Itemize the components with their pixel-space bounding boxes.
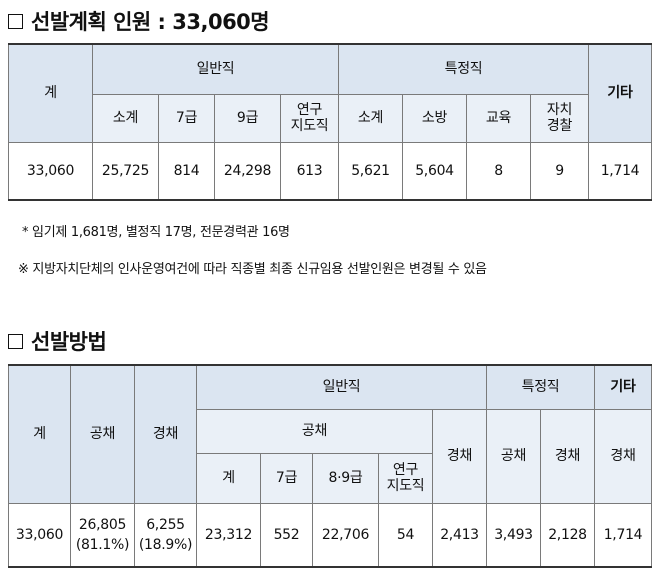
cell-open-percent: (81.1%) (75, 536, 130, 553)
header-police-line1: 자치 (546, 101, 573, 118)
note-temporary: * 임기제 1,681명, 별정직 17명, 전문경력관 16명 (22, 225, 290, 240)
header-total: 계 (8, 43, 93, 143)
plan-table: 계 일반직 특정직 기타 소계 7급 9급 연구 지도직 소계 소방 교육 자치… (8, 43, 652, 201)
header-special-career: 경채 (540, 408, 595, 504)
header-special-fire: 소방 (402, 93, 467, 143)
cell-other: 1,714 (588, 141, 652, 201)
header-career: 경채 (134, 364, 197, 504)
table-row: 33,060 25,725 814 24,298 613 5,621 5,604… (8, 141, 652, 201)
section-title-plan-text: 선발계획 인원 : 33,060명 (31, 10, 270, 34)
cell-career-value: 6,255 (146, 516, 185, 533)
table-row: 33,060 26,805 (81.1%) 6,255 (18.9%) 23,3… (8, 502, 652, 568)
cell-general-grade7: 814 (158, 141, 215, 201)
cell-special-education: 8 (466, 141, 531, 201)
header-general: 일반직 (92, 43, 339, 95)
checkbox-square-icon (8, 333, 23, 349)
note-change: ※ 지방자치단체의 인사운영여건에 따라 직종별 최종 신규임용 선발인원은 변… (18, 262, 487, 277)
cell-career: 6,255 (18.9%) (134, 502, 197, 568)
header-police-line2: 경찰 (546, 118, 573, 134)
cell-general-grade9: 24,298 (214, 141, 281, 201)
section-title-method-text: 선발방법 (31, 330, 107, 354)
header-other: 기타 (588, 43, 652, 143)
header-total: 계 (8, 364, 71, 504)
header-special-subtotal: 소계 (338, 93, 403, 143)
header-open-total: 계 (196, 452, 261, 504)
header-research-line2: 지도직 (290, 118, 329, 134)
cell-open-grade7: 552 (260, 502, 313, 568)
header-general-subtotal: 소계 (92, 93, 159, 143)
cell-career-percent: (18.9%) (138, 536, 193, 553)
cell-open-total: 23,312 (196, 502, 261, 568)
header-special-police: 자치 경찰 (530, 93, 589, 143)
cell-other-career: 1,714 (594, 502, 652, 568)
header-general-career: 경채 (432, 408, 487, 504)
checkbox-square-icon (8, 13, 23, 29)
cell-special-subtotal: 5,621 (338, 141, 403, 201)
method-table: 계 공채 경채 일반직 특정직 기타 공채 경채 공채 경채 경채 계 7급 8… (8, 364, 652, 568)
header-other: 기타 (594, 364, 652, 410)
header-special: 특정직 (486, 364, 595, 410)
cell-general-career: 2,413 (432, 502, 487, 568)
header-general-open: 공채 (196, 408, 433, 454)
header-open-grade7: 7급 (260, 452, 313, 504)
header-special-education: 교육 (466, 93, 531, 143)
section-title-plan: 선발계획 인원 : 33,060명 (8, 6, 270, 36)
cell-special-fire: 5,604 (402, 141, 467, 201)
cell-special-career: 2,128 (540, 502, 595, 568)
header-special-open: 공채 (486, 408, 541, 504)
cell-special-open: 3,493 (486, 502, 541, 568)
header-general-grade9: 9급 (214, 93, 281, 143)
header-special: 특정직 (338, 43, 589, 95)
header-general: 일반직 (196, 364, 487, 410)
header-research-line1: 연구 (392, 461, 419, 478)
header-open-research: 연구 지도직 (378, 452, 433, 504)
cell-open-grade89: 22,706 (312, 502, 379, 568)
section-title-method: 선발방법 (8, 326, 107, 356)
header-research-line1: 연구 (296, 101, 323, 118)
cell-general-subtotal: 25,725 (92, 141, 159, 201)
header-open: 공채 (70, 364, 135, 504)
header-open-grade89: 8·9급 (312, 452, 379, 504)
header-other-career: 경채 (594, 408, 652, 504)
cell-open-value: 26,805 (78, 516, 127, 533)
header-general-research: 연구 지도직 (280, 93, 339, 143)
header-general-grade7: 7급 (158, 93, 215, 143)
cell-open: 26,805 (81.1%) (70, 502, 135, 568)
cell-total: 33,060 (8, 502, 71, 568)
cell-total: 33,060 (8, 141, 93, 201)
cell-general-research: 613 (280, 141, 339, 201)
cell-special-police: 9 (530, 141, 589, 201)
cell-open-research: 54 (378, 502, 433, 568)
header-research-line2: 지도직 (386, 478, 425, 494)
